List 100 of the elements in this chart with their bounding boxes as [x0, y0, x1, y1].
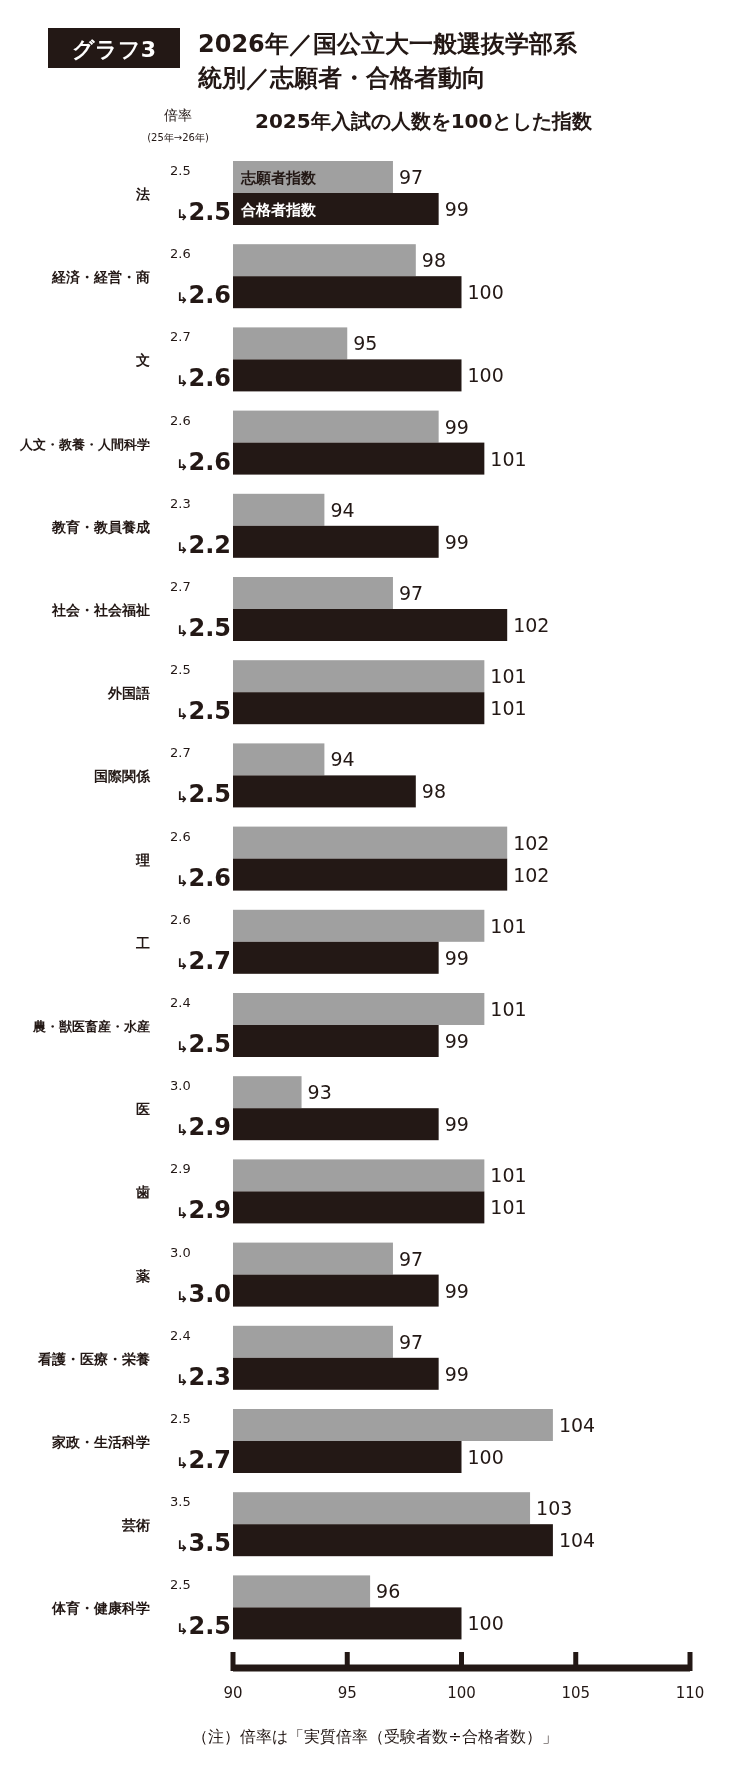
- y-tick-label: 薬: [135, 1267, 150, 1284]
- y-tick-label: 人文・教養・人間科学: [19, 436, 150, 452]
- text: ↳2.5: [175, 1030, 231, 1058]
- text: ↳: [175, 788, 189, 807]
- data-label: 99: [444, 198, 469, 220]
- y-tick-label: 理: [135, 851, 150, 868]
- data-label: 101: [490, 447, 527, 470]
- data-label: 93: [307, 1081, 332, 1104]
- chart-subtitle: 2025年入試の人数を100とした指数: [255, 109, 594, 133]
- data-label: 104: [558, 1529, 596, 1552]
- data-label: 97: [398, 582, 424, 604]
- text: ↳: [175, 206, 189, 224]
- text: （注）倍率は「実質倍率（受験者数÷合格者数）」: [192, 1727, 558, 1746]
- text: 2.4: [170, 1327, 191, 1343]
- text: ↳2.5: [175, 697, 231, 726]
- text: ↳2.6: [175, 364, 231, 393]
- y-tick-label: 看護・医療・栄養: [37, 1350, 150, 1367]
- data-label: 102: [513, 863, 550, 886]
- x-tick-label: 95: [337, 1684, 357, 1702]
- y-tick-label: 農・獣医畜産・水産: [32, 1019, 150, 1034]
- y-tick-label: 工: [135, 934, 150, 951]
- text: 2.6: [170, 412, 191, 428]
- text: ↳2.6: [175, 447, 231, 476]
- data-label: 101: [490, 998, 527, 1020]
- y-tick-label: 国際関係: [94, 768, 151, 785]
- data-label: 95: [353, 332, 378, 355]
- data-label: 99: [444, 1279, 469, 1302]
- data-label: 101: [490, 914, 527, 937]
- text: ↳: [175, 1287, 189, 1306]
- data-label: 97: [398, 1247, 424, 1270]
- text: 倍率: [164, 107, 192, 123]
- text: 2.7: [170, 579, 191, 594]
- text: 2.6: [170, 246, 191, 262]
- y-tick-label: 家政・生活科学: [51, 1434, 150, 1450]
- y-tick-label: 教育・教員養成: [51, 518, 150, 535]
- text: ↳2.5: [175, 614, 231, 642]
- y-tick-label: 外国語: [107, 685, 150, 702]
- y-tick-label: 芸術: [121, 1517, 150, 1534]
- text: 2.9: [170, 1161, 191, 1177]
- text: 2.7: [188, 946, 231, 975]
- text: 2.5: [188, 780, 231, 809]
- data-label: 99: [444, 1362, 469, 1385]
- text: 2.7: [170, 329, 191, 345]
- text: ↳: [175, 1537, 189, 1556]
- data-label: 102: [513, 614, 550, 636]
- y-tick-label: 文: [135, 352, 150, 369]
- text: 2.4: [170, 995, 191, 1010]
- text: 2.5: [170, 1411, 191, 1426]
- text: ↳: [175, 1370, 189, 1389]
- text: 3.5: [188, 1529, 231, 1558]
- text: 2.3: [170, 495, 191, 511]
- data-label: 99: [444, 946, 469, 969]
- series-label: 合格者指数: [240, 201, 317, 219]
- text: 2.6: [170, 828, 191, 844]
- text: 2.5: [188, 198, 231, 226]
- data-label: 101: [490, 1164, 527, 1187]
- y-tick-label: 体育・健康科学: [51, 1600, 150, 1617]
- data-label: 102: [513, 831, 550, 854]
- text: ↳: [175, 1454, 189, 1472]
- text: 3.0: [188, 1279, 231, 1308]
- data-label: 97: [398, 166, 424, 188]
- text: グラフ3: [71, 37, 157, 62]
- data-label: 99: [444, 1113, 469, 1136]
- text: ↳2.9: [175, 1113, 231, 1142]
- data-label: 100: [467, 1612, 504, 1635]
- data-label: 99: [444, 530, 469, 553]
- y-tick-label: 医: [136, 1101, 150, 1118]
- data-label: 94: [330, 748, 355, 771]
- text: 2.6: [170, 911, 191, 927]
- data-label: 99: [444, 1030, 469, 1052]
- text: 2.3: [188, 1362, 231, 1391]
- text: 2.7: [170, 745, 191, 761]
- x-tick-label: 100: [447, 1684, 476, 1702]
- y-tick-label: 経済・経営・商: [51, 269, 150, 286]
- data-label: 96: [376, 1580, 401, 1603]
- text: 3.0: [170, 1078, 191, 1094]
- data-label: 98: [421, 780, 446, 803]
- text: ↳: [175, 954, 189, 973]
- text: 2.6: [188, 863, 231, 892]
- y-tick-label: 法: [135, 186, 150, 202]
- data-label: 104: [558, 1414, 596, 1436]
- data-label: 99: [444, 415, 469, 438]
- text: ↳2.5: [175, 1612, 231, 1641]
- text: 2.5: [170, 163, 191, 178]
- data-label: 101: [490, 665, 527, 688]
- x-tick-label: 110: [675, 1684, 705, 1702]
- data-label: 97: [398, 1330, 424, 1353]
- chart-title: 2026年／国公立大一般選抜学部系統別／志願者・合格者動向: [197, 30, 578, 92]
- x-tick-label: 105: [561, 1684, 591, 1702]
- data-label: 100: [467, 1446, 504, 1468]
- text: 3.0: [170, 1244, 191, 1260]
- y-tick-label: 歯: [135, 1184, 150, 1201]
- text: ↳: [175, 289, 189, 308]
- data-label: 94: [330, 498, 355, 521]
- data-label: 101: [490, 1196, 527, 1219]
- text: 2.5: [170, 1577, 191, 1593]
- x-tick-label: 90: [223, 1684, 243, 1702]
- data-label: 103: [536, 1497, 573, 1520]
- text: 2.5: [170, 662, 191, 678]
- text: ↳2.2: [175, 530, 231, 559]
